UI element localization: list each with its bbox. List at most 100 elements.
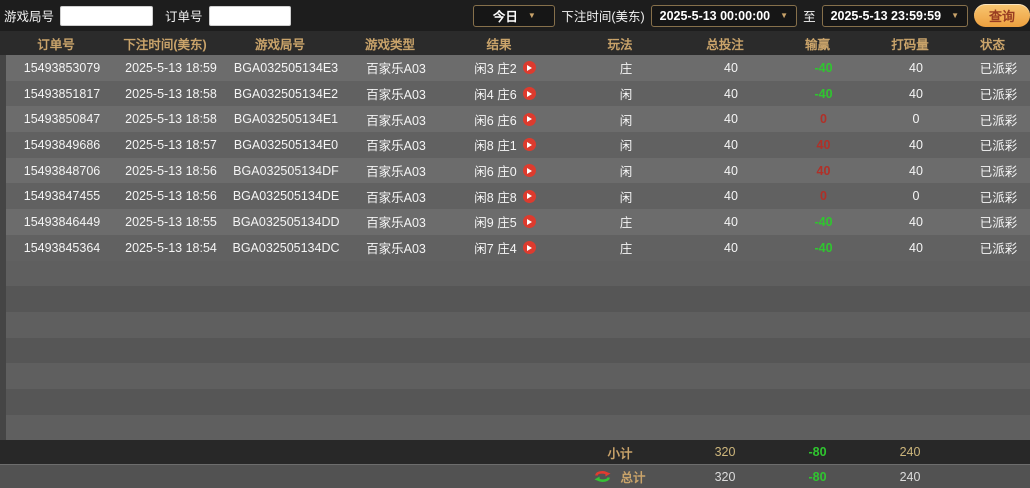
cell-game-round: BGA032505134DE bbox=[232, 189, 340, 204]
total-winloss: -80 bbox=[808, 469, 827, 484]
cell-total-bet: 40 bbox=[724, 112, 738, 127]
cell-winloss: 40 bbox=[816, 137, 831, 152]
table-row: 15493851817 2025-5-13 18:58 BGA032505134E2… bbox=[6, 80, 1030, 107]
cell-status: 已派彩 bbox=[979, 88, 1018, 103]
cell-game-type: 百家乐A03 bbox=[366, 62, 426, 77]
cell-winloss: -40 bbox=[814, 86, 833, 101]
period-select[interactable]: 今日 ▼ bbox=[473, 4, 556, 27]
empty-row bbox=[6, 363, 1030, 389]
cell-status: 已派彩 bbox=[979, 113, 1018, 128]
cell-result: 闲3 庄2 bbox=[444, 58, 566, 77]
query-button[interactable]: 查询 bbox=[974, 4, 1030, 27]
replay-play-icon[interactable] bbox=[522, 164, 536, 178]
result-text: 闲8 庄8 bbox=[474, 190, 517, 205]
subtotal-turnover: 240 bbox=[899, 445, 921, 460]
cell-status: 已派彩 bbox=[979, 242, 1018, 257]
result-text: 闲8 庄1 bbox=[474, 139, 517, 154]
cell-result: 闲7 庄4 bbox=[444, 238, 566, 257]
table-body: 15493853079 2025-5-13 18:59 BGA032505134E3… bbox=[0, 55, 1030, 441]
cell-total-bet: 40 bbox=[724, 163, 738, 178]
cell-winloss: -40 bbox=[814, 240, 833, 255]
cell-play-type: 庄 bbox=[619, 216, 633, 231]
column-header: 玩法 bbox=[607, 37, 633, 52]
cell-status: 已派彩 bbox=[979, 62, 1018, 77]
cell-game-type: 百家乐A03 bbox=[366, 88, 426, 103]
replay-play-icon[interactable] bbox=[522, 215, 536, 229]
chevron-down-icon: ▼ bbox=[951, 10, 959, 20]
cell-bet-time: 2025-5-13 18:56 bbox=[125, 163, 217, 178]
replay-play-icon[interactable] bbox=[522, 138, 536, 152]
empty-row bbox=[6, 414, 1030, 441]
chevron-down-icon: ▼ bbox=[780, 10, 789, 20]
replay-play-icon[interactable] bbox=[522, 241, 536, 255]
empty-row bbox=[6, 286, 1030, 312]
cell-bet-time: 2025-5-13 18:56 bbox=[125, 189, 217, 204]
replay-play-icon[interactable] bbox=[522, 61, 536, 75]
table-header-row: 订单号 下注时间(美东) 游戏局号 游戏类型 结果 玩法 总投注 输赢 打码量 状态 bbox=[0, 31, 1030, 55]
result-text: 闲7 庄4 bbox=[474, 242, 517, 257]
cell-game-round: BGA032505134DD bbox=[232, 214, 340, 229]
table-row: 15493853079 2025-5-13 18:59 BGA032505134E3… bbox=[6, 55, 1030, 81]
column-header: 游戏类型 bbox=[364, 37, 415, 52]
replay-play-icon[interactable] bbox=[522, 189, 536, 203]
filter-toolbar: 游戏局号 订单号 今日 ▼ 下注时间(美东) 2025-5-13 00:00:0… bbox=[0, 0, 1030, 31]
cell-turnover: 40 bbox=[909, 60, 923, 75]
cell-status: 已派彩 bbox=[979, 216, 1018, 231]
cell-game-round: BGA032505134E3 bbox=[233, 60, 339, 75]
game-round-input[interactable] bbox=[60, 5, 154, 26]
cell-play-type: 闲 bbox=[619, 88, 633, 103]
cell-winloss: 40 bbox=[816, 163, 831, 178]
cell-total-bet: 40 bbox=[724, 60, 738, 75]
cell-order-no: 15493847455 bbox=[23, 189, 101, 204]
replay-play-icon[interactable] bbox=[522, 112, 536, 126]
column-header: 游戏局号 bbox=[254, 37, 305, 52]
cell-play-type: 闲 bbox=[619, 139, 633, 154]
cell-bet-time: 2025-5-13 18:59 bbox=[125, 60, 217, 75]
cell-total-bet: 40 bbox=[724, 214, 738, 229]
total-turnover: 240 bbox=[899, 469, 921, 484]
end-time-select[interactable]: 2025-5-13 23:59:59 ▼ bbox=[821, 4, 968, 27]
subtotal-bet: 320 bbox=[714, 445, 736, 460]
end-time-value: 2025-5-13 23:59:59 bbox=[830, 8, 942, 23]
order-no-input[interactable] bbox=[208, 5, 291, 26]
cell-status: 已派彩 bbox=[979, 165, 1018, 180]
cell-game-type: 百家乐A03 bbox=[366, 113, 426, 128]
cell-result: 闲6 庄6 bbox=[444, 110, 566, 129]
cell-result: 闲8 庄1 bbox=[444, 135, 566, 154]
replay-play-icon[interactable] bbox=[522, 87, 536, 101]
empty-row bbox=[6, 260, 1030, 287]
table-row: 15493849686 2025-5-13 18:57 BGA032505134E0… bbox=[6, 132, 1030, 158]
cell-order-no: 15493846449 bbox=[23, 214, 101, 229]
cell-status: 已派彩 bbox=[979, 190, 1018, 205]
cell-bet-time: 2025-5-13 18:55 bbox=[125, 214, 217, 229]
cell-game-round: BGA032505134DF bbox=[233, 163, 339, 178]
bet-time-label: 下注时间(美东) bbox=[561, 10, 645, 24]
cell-total-bet: 40 bbox=[724, 86, 738, 101]
table-row: 15493846449 2025-5-13 18:55 BGA032505134DD… bbox=[6, 209, 1030, 235]
column-header: 输赢 bbox=[804, 37, 830, 52]
cell-status: 已派彩 bbox=[979, 139, 1018, 154]
cell-bet-time: 2025-5-13 18:58 bbox=[125, 86, 217, 101]
cell-game-type: 百家乐A03 bbox=[366, 139, 426, 154]
period-select-value: 今日 bbox=[492, 10, 518, 24]
game-round-label: 游戏局号 bbox=[4, 10, 55, 24]
cell-game-type: 百家乐A03 bbox=[366, 216, 426, 231]
result-text: 闲9 庄5 bbox=[474, 216, 517, 231]
total-row: 总计 320 -80 240 bbox=[0, 464, 1030, 488]
empty-row bbox=[6, 337, 1030, 364]
cell-total-bet: 40 bbox=[724, 240, 738, 255]
cell-result: 闲8 庄8 bbox=[444, 187, 566, 206]
result-text: 闲6 庄6 bbox=[474, 113, 517, 128]
swap-arrows-icon[interactable] bbox=[594, 469, 611, 484]
column-header: 状态 bbox=[979, 37, 1005, 52]
cell-order-no: 15493848706 bbox=[23, 163, 101, 178]
cell-game-round: BGA032505134E0 bbox=[233, 137, 339, 152]
start-time-select[interactable]: 2025-5-13 00:00:00 ▼ bbox=[650, 4, 798, 27]
column-header: 下注时间(美东) bbox=[123, 37, 207, 52]
start-time-value: 2025-5-13 00:00:00 bbox=[659, 8, 771, 23]
result-text: 闲6 庄0 bbox=[474, 165, 517, 180]
total-bet: 320 bbox=[714, 469, 736, 484]
cell-winloss: -40 bbox=[814, 60, 833, 75]
cell-game-type: 百家乐A03 bbox=[366, 190, 426, 205]
cell-turnover: 40 bbox=[909, 240, 923, 255]
